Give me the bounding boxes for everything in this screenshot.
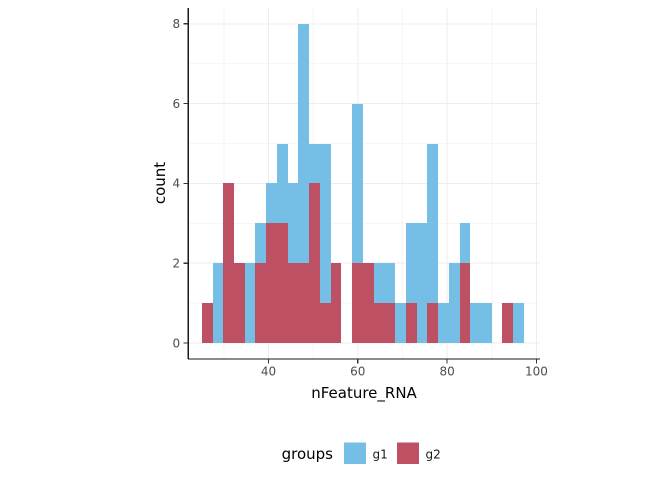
bar-g2 bbox=[234, 263, 245, 343]
x-tick-label: 60 bbox=[350, 364, 365, 378]
bar-g1 bbox=[449, 263, 460, 343]
bar-g2 bbox=[352, 263, 363, 343]
y-tick-label: 2 bbox=[172, 257, 180, 271]
bar-g1 bbox=[213, 263, 223, 343]
bar-g1 bbox=[320, 144, 331, 343]
bar-g1 bbox=[481, 303, 492, 343]
bars bbox=[202, 24, 524, 343]
bar-g2 bbox=[255, 263, 266, 343]
bar-g2 bbox=[427, 303, 438, 343]
x-tick-label: 80 bbox=[439, 364, 454, 378]
tick-labels: 0 2 4 6 8 40 60 80 100 bbox=[172, 17, 547, 378]
bar-g2 bbox=[406, 303, 417, 343]
y-tick-label: 6 bbox=[172, 97, 180, 111]
bar-g1 bbox=[395, 303, 406, 343]
legend: groups g1 g2 bbox=[282, 442, 441, 464]
x-axis-title: nFeature_RNA bbox=[311, 384, 417, 403]
bar-g2 bbox=[320, 303, 331, 343]
bar-g1 bbox=[470, 303, 481, 343]
bar-g2 bbox=[363, 263, 374, 343]
bar-g2 bbox=[502, 303, 513, 343]
bar-g2 bbox=[223, 183, 234, 343]
bar-g1 bbox=[438, 303, 449, 343]
bar-g1 bbox=[352, 104, 363, 343]
bar-g2 bbox=[202, 303, 213, 343]
y-tick-label: 8 bbox=[172, 17, 180, 31]
bar-g2 bbox=[374, 303, 384, 343]
legend-label-g1: g1 bbox=[373, 448, 388, 462]
legend-swatch-g1 bbox=[344, 442, 366, 464]
x-tick-label: 40 bbox=[261, 364, 276, 378]
bar-g2 bbox=[298, 263, 309, 343]
bar-g1 bbox=[513, 303, 524, 343]
y-axis-title: count bbox=[151, 162, 169, 204]
bar-g2 bbox=[266, 223, 277, 343]
legend-label-g2: g2 bbox=[426, 448, 441, 462]
bar-g2 bbox=[384, 303, 395, 343]
y-tick-label: 4 bbox=[172, 177, 180, 191]
bar-g2 bbox=[460, 263, 470, 343]
bar-g1 bbox=[406, 223, 417, 343]
bar-g2 bbox=[288, 263, 298, 343]
bar-g1 bbox=[417, 223, 427, 343]
bar-g2 bbox=[309, 183, 320, 343]
legend-swatch-g2 bbox=[397, 442, 419, 464]
x-tick-label: 100 bbox=[525, 364, 548, 378]
bar-g1 bbox=[298, 24, 309, 343]
bar-g2 bbox=[277, 223, 288, 343]
bar-g1 bbox=[245, 263, 255, 343]
y-tick-label: 0 bbox=[172, 336, 180, 350]
bar-g2 bbox=[331, 263, 341, 343]
bar-g1 bbox=[427, 144, 438, 343]
legend-title: groups bbox=[282, 445, 334, 463]
